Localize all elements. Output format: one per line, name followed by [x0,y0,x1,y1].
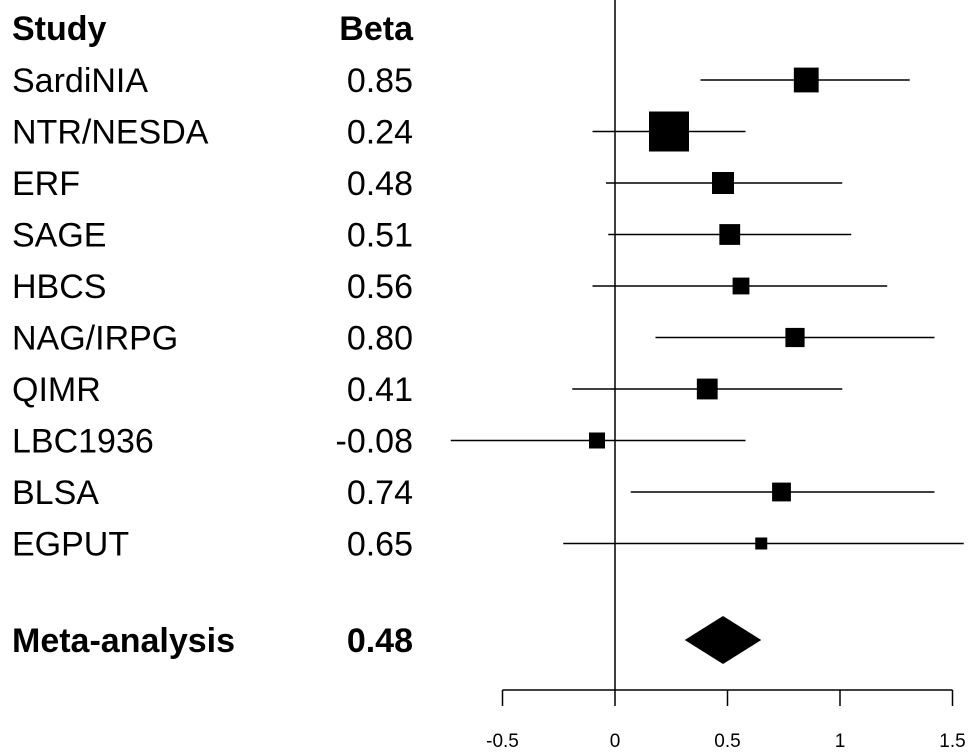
meta-beta: 0.48 [347,622,413,660]
study-beta: 0.24 [347,114,413,152]
effect-square [793,67,819,93]
study-beta: 0.80 [347,320,413,358]
header-study: Study [12,10,107,48]
effect-square [732,277,750,295]
study-name: SardiNIA [12,62,148,100]
study-name: SAGE [12,217,106,255]
study-name: HBCS [12,268,106,306]
effect-square [719,224,741,245]
study-beta: 0.56 [347,268,413,306]
header-beta: Beta [339,10,414,48]
study-labels: Study Beta SardiNIA 0.85 NTR/NESDA 0.24 ERF 0.4… [12,10,414,660]
study-beta: 0.74 [347,474,413,512]
x-tick-label: 1.5 [939,731,965,752]
effect-square [696,378,718,400]
study-name: NAG/IRPG [12,320,178,358]
x-tick-label: 0 [610,731,621,752]
study-name: LBC1936 [12,423,154,461]
x-tick-label: 1 [835,731,846,752]
study-beta: 0.48 [347,165,413,203]
study-beta: 0.51 [347,217,413,255]
study-beta: -0.08 [336,423,414,461]
effect-square [649,111,689,152]
study-name: EGPUT [12,526,129,564]
meta-diamond [684,616,762,664]
x-tick-label: 0.5 [714,731,740,752]
study-beta: 0.65 [347,526,413,564]
effect-square [712,172,734,194]
study-beta: 0.85 [347,62,413,100]
x-axis: -0.5 0 0.5 1 1.5 [486,689,966,752]
study-beta: 0.41 [347,371,413,409]
effect-square [772,482,791,502]
study-name: NTR/NESDA [12,114,209,152]
effect-square [755,537,768,550]
study-name: ERF [12,165,80,203]
effect-square [589,432,605,449]
x-tick-label: -0.5 [486,731,519,752]
meta-name: Meta-analysis [12,622,235,660]
study-name: BLSA [12,474,99,512]
plot-marks [450,0,964,690]
effect-square [785,327,805,348]
study-name: QIMR [12,371,101,409]
